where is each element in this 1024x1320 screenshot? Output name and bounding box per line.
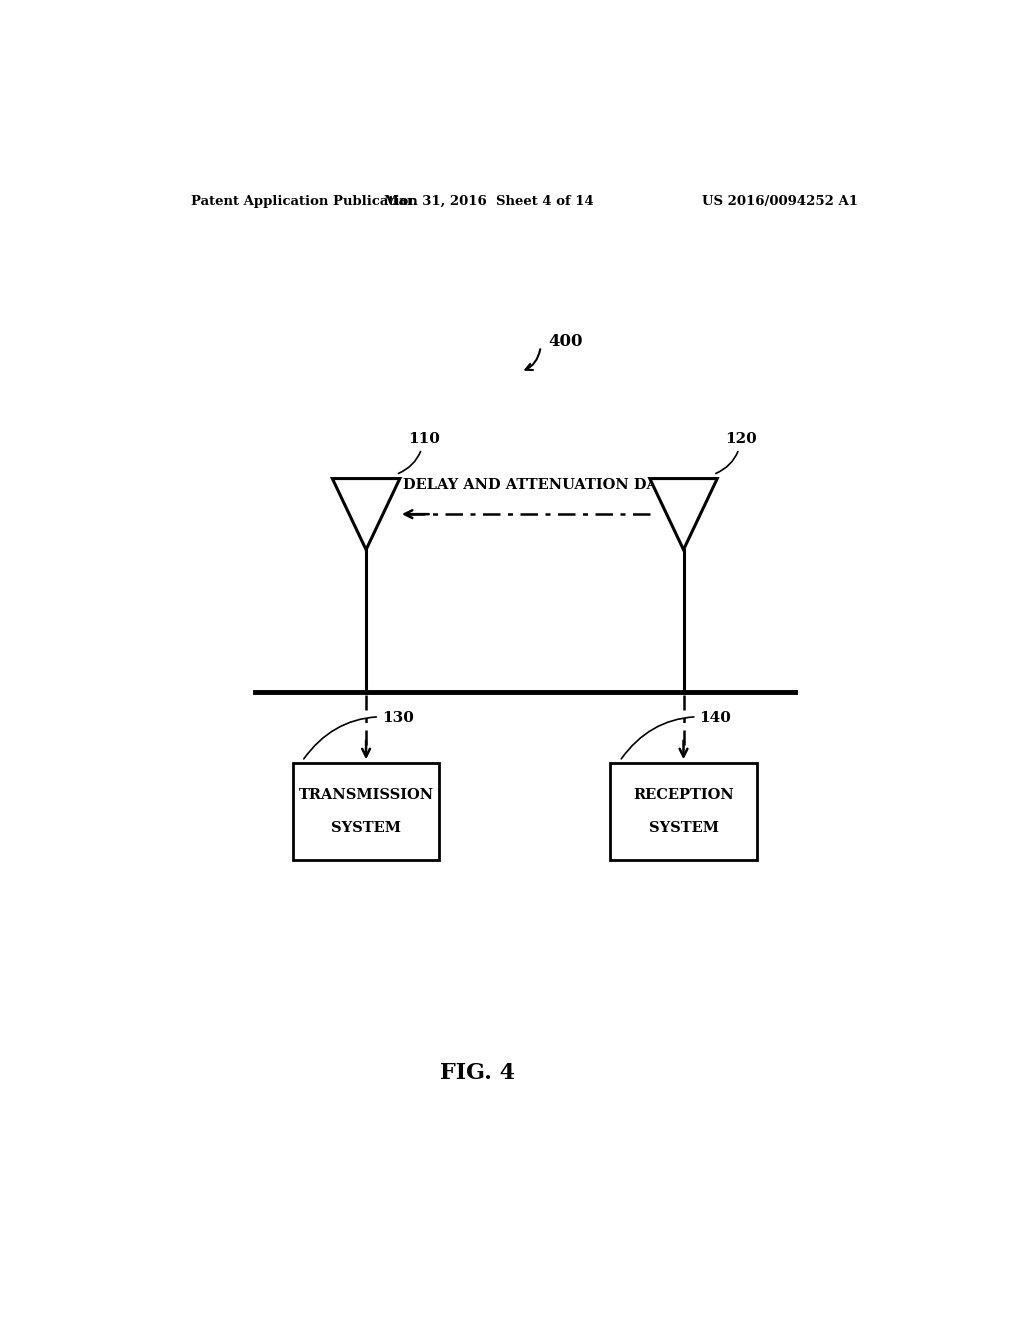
Bar — [293, 763, 439, 859]
Polygon shape — [333, 479, 399, 549]
Bar — [610, 763, 757, 859]
Text: 400: 400 — [549, 333, 583, 350]
Text: SYSTEM: SYSTEM — [648, 821, 719, 834]
Text: Patent Application Publication: Patent Application Publication — [191, 194, 418, 207]
Text: DELAY AND ATTENUATION DATA: DELAY AND ATTENUATION DATA — [402, 478, 679, 492]
Text: RECEPTION: RECEPTION — [633, 788, 734, 803]
Text: 110: 110 — [398, 432, 439, 474]
Polygon shape — [650, 479, 717, 549]
Text: TRANSMISSION: TRANSMISSION — [299, 788, 433, 803]
Text: 140: 140 — [622, 710, 731, 759]
Text: US 2016/0094252 A1: US 2016/0094252 A1 — [702, 194, 858, 207]
Text: FIG. 4: FIG. 4 — [439, 1063, 515, 1084]
Text: 120: 120 — [716, 432, 757, 474]
Text: SYSTEM: SYSTEM — [331, 821, 401, 834]
Text: Mar. 31, 2016  Sheet 4 of 14: Mar. 31, 2016 Sheet 4 of 14 — [384, 194, 594, 207]
Text: 130: 130 — [304, 710, 414, 759]
